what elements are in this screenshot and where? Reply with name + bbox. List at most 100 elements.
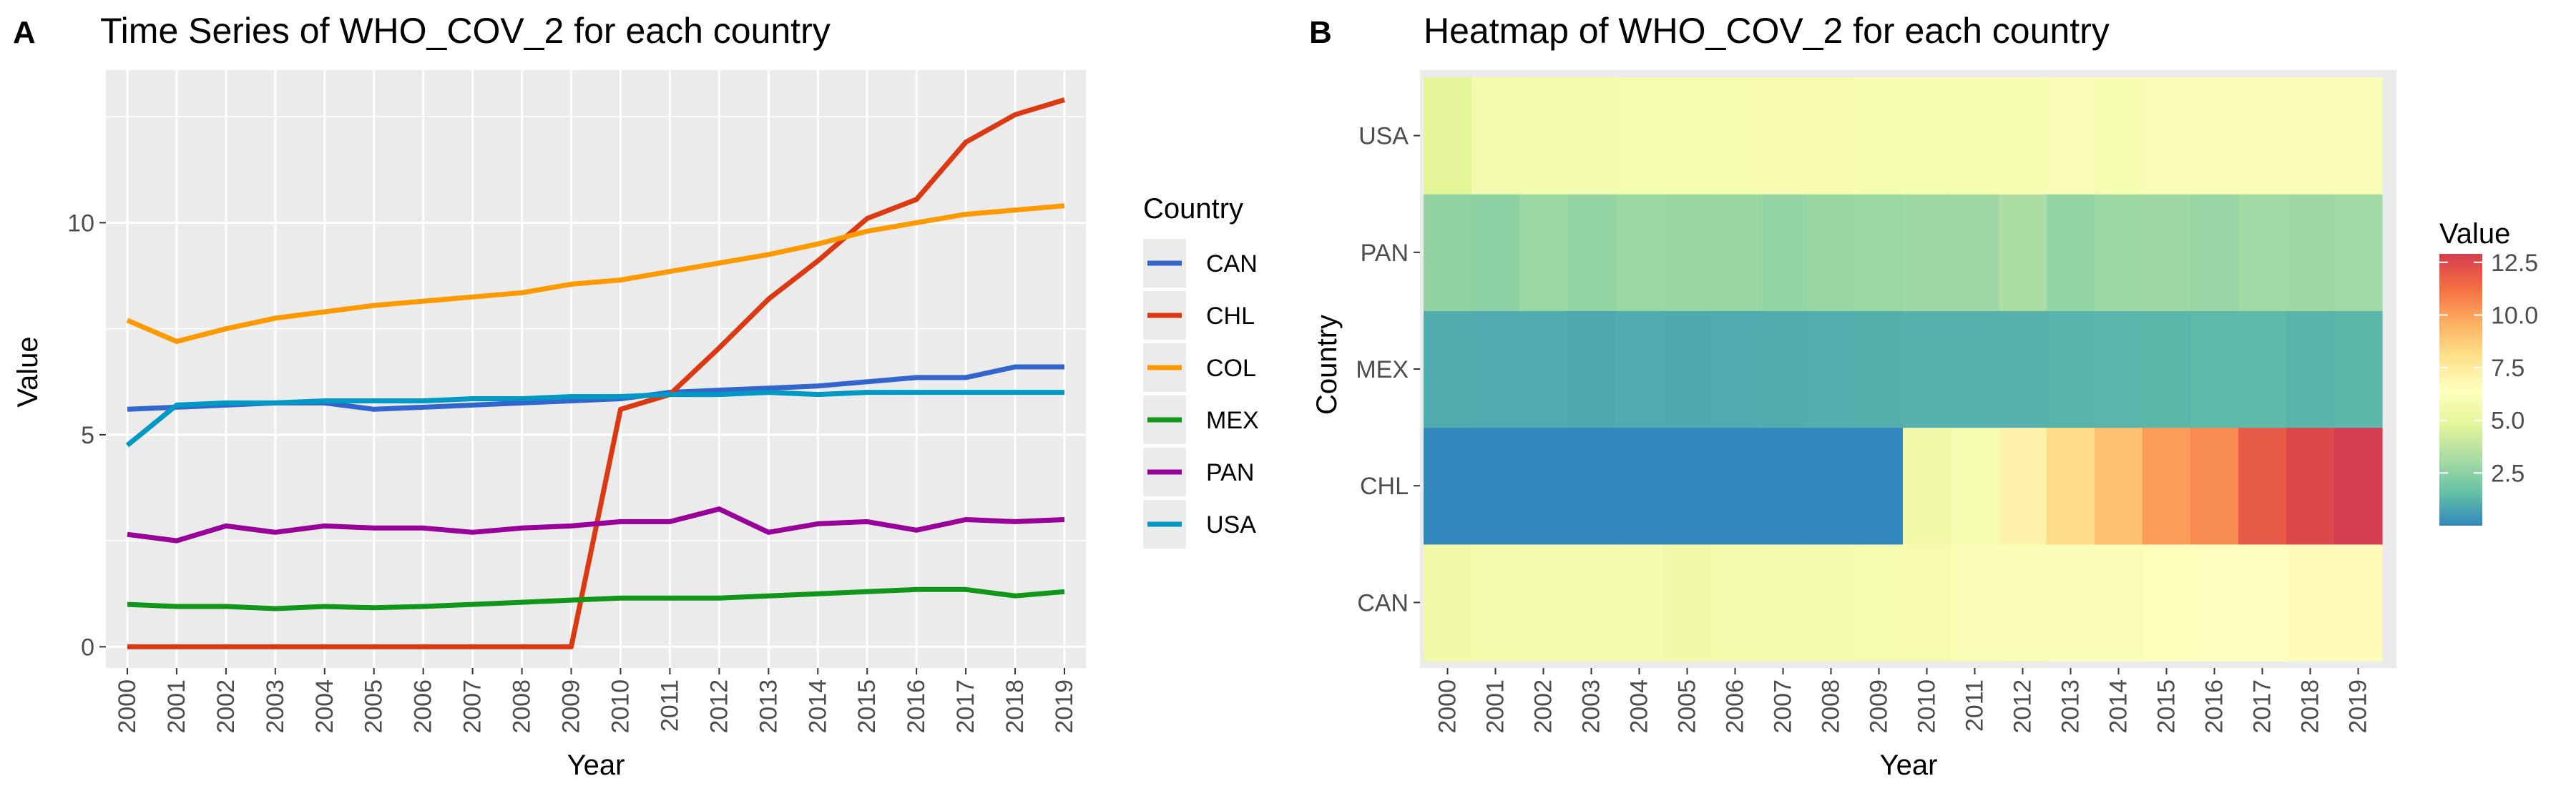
x-tick-label: 2013 <box>755 679 782 734</box>
heatmap-cell <box>2190 77 2239 195</box>
y-tick-label: 0 <box>81 634 94 661</box>
heatmap-cell <box>2286 310 2335 428</box>
heatmap-cell <box>1807 194 1856 311</box>
colorbar-tick-label: 2.5 <box>2491 460 2524 487</box>
heatmap-cell <box>1951 427 1999 545</box>
y-tick-label: CAN <box>1357 589 1409 616</box>
legend-label-chl: CHL <box>1206 303 1255 330</box>
heatmap-cell <box>1615 544 1664 662</box>
heatmap-cell <box>2047 544 2095 662</box>
heatmap-cell <box>1519 194 1568 311</box>
heatmap-cell <box>1567 194 1616 311</box>
heatmap-cell <box>1663 194 1712 311</box>
x-tick-label: 2004 <box>1626 679 1653 734</box>
heatmap-cell <box>1519 77 1568 195</box>
heatmap-cell <box>1951 310 1999 428</box>
x-tick-label: 2014 <box>804 679 831 734</box>
heatmap-cell <box>1519 310 1568 428</box>
heatmap-cell <box>2190 194 2239 311</box>
x-tick-label: 2005 <box>361 679 388 734</box>
heatmap-cell <box>1471 310 1520 428</box>
x-tick-label: 2007 <box>459 679 486 734</box>
heatmap-cell <box>2238 544 2287 662</box>
heatmap-cell <box>1999 544 2047 662</box>
colorbar <box>2439 254 2482 526</box>
panel-a-title: Time Series of WHO_COV_2 for each countr… <box>100 11 831 51</box>
heatmap-cell <box>1855 77 1904 195</box>
heatmap-cell <box>1999 77 2047 195</box>
heatmap-cell <box>1759 427 1808 545</box>
heatmap-cell <box>1615 77 1664 195</box>
heatmap-cell <box>1807 544 1856 662</box>
x-tick-label: 2015 <box>853 679 881 734</box>
heatmap-cell <box>2286 544 2335 662</box>
x-tick-label: 2015 <box>2153 679 2180 734</box>
heatmap-cell <box>2095 194 2143 311</box>
x-tick-label: 2016 <box>903 679 930 734</box>
heatmap-cell <box>2095 310 2143 428</box>
heatmap-cell <box>2238 427 2287 545</box>
x-tick-label: 2003 <box>1578 679 1605 734</box>
heatmap-cell <box>1615 310 1664 428</box>
plot-background <box>106 70 1086 668</box>
x-tick-label: 2019 <box>2345 679 2372 734</box>
colorbar-tick-label: 12.5 <box>2491 250 2538 277</box>
heatmap-cell <box>1855 194 1904 311</box>
legend-label-can: CAN <box>1206 250 1258 277</box>
y-tick-label: MEX <box>1356 356 1409 383</box>
heatmap-cell <box>1471 77 1520 195</box>
heatmap-cell <box>1855 544 1904 662</box>
x-tick-label: 2014 <box>2105 679 2132 734</box>
heatmap-cell <box>1759 77 1808 195</box>
heatmap-cell <box>1759 194 1808 311</box>
series-line-col <box>126 203 1065 344</box>
y-tick-label: PAN <box>1361 240 1409 267</box>
heatmap-cell <box>2286 77 2335 195</box>
heatmap-cell <box>1711 427 1760 545</box>
panel-b-xlabel: Year <box>1880 750 1938 781</box>
panel-a-legend-title: Country <box>1143 193 1243 225</box>
series-line-pan <box>127 506 1065 544</box>
y-tick-label: 5 <box>81 422 94 449</box>
heatmap-cell <box>2238 77 2287 195</box>
x-tick-label: 2000 <box>114 679 141 734</box>
x-tick-label: 2001 <box>1482 679 1509 734</box>
x-tick-label: 2006 <box>1722 679 1749 734</box>
heatmap-cell <box>1424 194 1472 311</box>
heatmap-cell <box>1567 427 1616 545</box>
heatmap-cell <box>1807 77 1856 195</box>
panel-b-legend-title: Value <box>2439 218 2510 250</box>
x-tick-label: 2008 <box>509 679 536 734</box>
heatmap-cell <box>1567 310 1616 428</box>
heatmap-cell <box>1471 544 1520 662</box>
heatmap-cell <box>1615 194 1664 311</box>
panel-a-ylabel: Value <box>12 336 44 407</box>
heatmap-cell <box>1999 194 2047 311</box>
heatmap-cell <box>2142 427 2191 545</box>
panel-b-title: Heatmap of WHO_COV_2 for each country <box>1424 11 2110 51</box>
heatmap-cell <box>1663 427 1712 545</box>
heatmap-cell <box>2190 544 2239 662</box>
heatmap-cell <box>2286 194 2335 311</box>
heatmap-cell <box>1999 427 2047 545</box>
x-tick-label: 2002 <box>212 679 240 734</box>
heatmap-cell <box>1424 544 1472 662</box>
colorbar-tick-label: 5.0 <box>2491 408 2524 435</box>
heatmap-cell <box>2142 77 2191 195</box>
heatmap-cell <box>1999 310 2047 428</box>
x-tick-label: 2010 <box>607 679 634 734</box>
x-tick-label: 2008 <box>1818 679 1845 734</box>
heatmap-cell <box>2334 77 2383 195</box>
heatmap-cell <box>2142 544 2191 662</box>
heatmap-cell <box>2047 427 2095 545</box>
heatmap-cell <box>2334 427 2383 545</box>
heatmap-cell <box>1903 544 1951 662</box>
x-tick-label: 2010 <box>1914 679 1941 734</box>
heatmap-cell <box>1711 310 1760 428</box>
panel-b-letter: B <box>1309 15 1332 50</box>
series-line-usa <box>125 390 1064 448</box>
colorbar-tick-label: 10.0 <box>2491 302 2538 329</box>
heatmap-cell <box>1567 544 1616 662</box>
heatmap-cell <box>2286 427 2335 545</box>
